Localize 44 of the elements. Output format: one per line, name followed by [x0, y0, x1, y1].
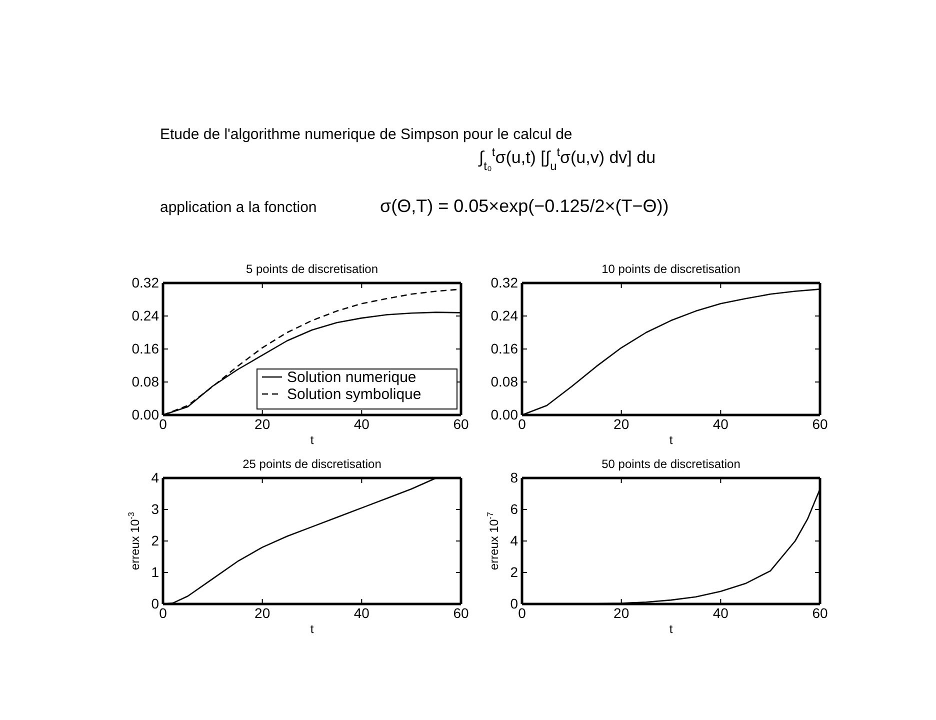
x-tick-label: 60 — [812, 416, 828, 432]
y-tick-label: 3 — [151, 500, 160, 517]
x-tick-label: 40 — [712, 604, 729, 621]
y-tick-label: 1 — [151, 564, 160, 580]
text: σ(Θ,T) = 0.05×exp(−0.125/2×(T−Θ)) — [380, 196, 669, 216]
y-tick-label: 0.32 — [132, 274, 160, 290]
x-axis-title: t — [669, 622, 674, 636]
y-tick-label: 0.16 — [132, 340, 160, 356]
x-axis-title: t — [669, 433, 674, 447]
chart-title: 10 points de discretisation — [602, 262, 740, 276]
legend-label: Solution numerique — [287, 369, 416, 386]
y-tick-label: 4 — [151, 469, 160, 486]
y-tick-label: 0.16 — [490, 340, 518, 356]
x-tick-label: 60 — [812, 604, 828, 621]
x-tick-label: 40 — [354, 416, 370, 432]
y-tick-label: 0.00 — [132, 406, 160, 422]
y-tick-label: 8 — [510, 469, 518, 486]
y-tick-label: 4 — [510, 532, 518, 548]
x-axis-title: t — [310, 622, 314, 636]
y-tick-label: 6 — [510, 500, 518, 517]
y-tick-label: 0.24 — [490, 307, 518, 324]
x-tick-label: 60 — [453, 416, 469, 432]
x-tick-label: 20 — [614, 604, 630, 621]
x-tick-label: 20 — [254, 604, 270, 621]
text: Etude de l'algorithme numerique de Simpson pour le calcul de — [160, 126, 572, 143]
x-tick-label: 20 — [254, 416, 270, 432]
y-tick-label: 0.08 — [490, 373, 518, 390]
x-tick-label: 40 — [354, 604, 370, 621]
x-tick-label: 20 — [614, 416, 630, 432]
y-tick-label: 2 — [151, 532, 160, 548]
y-tick-label: 0.00 — [490, 406, 518, 422]
chart-title: 25 points de discretisation — [242, 457, 382, 471]
y-tick-label: 0.32 — [490, 274, 518, 290]
y-tick-label: 2 — [510, 564, 518, 580]
chart-title: 5 points de discretisation — [246, 262, 378, 276]
x-axis-title: t — [310, 433, 314, 447]
x-tick-label: 60 — [453, 604, 469, 621]
x-tick-label: 40 — [712, 416, 729, 432]
y-tick-label: 0.08 — [132, 373, 160, 390]
chart-title: 50 points de discretisation — [602, 457, 740, 471]
text: ∫$_{t₀}$$^{t}$σ(u,t) [∫$_{u}$$^{t}$σ(u,v) dv] du — [478, 145, 656, 173]
y-tick-label: 0.24 — [132, 307, 160, 324]
legend-label: Solution symbolique — [287, 386, 422, 403]
text: application a la fonction — [160, 199, 317, 216]
